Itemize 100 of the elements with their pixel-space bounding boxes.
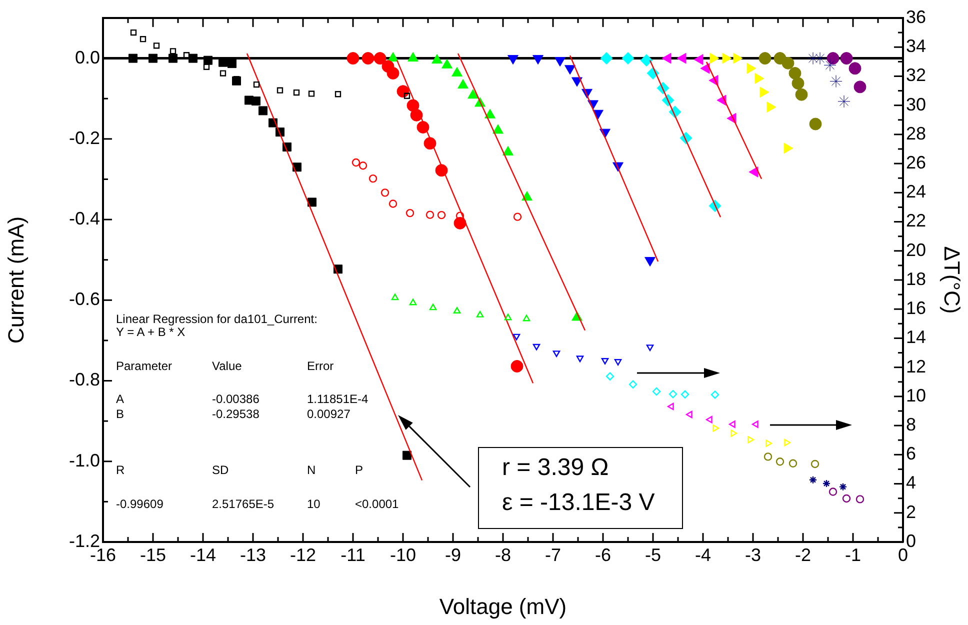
point (220, 70, 226, 76)
point (828, 488, 838, 496)
point (814, 52, 826, 65)
point (140, 36, 146, 42)
point (824, 58, 836, 72)
point (352, 158, 360, 167)
point (808, 476, 818, 484)
point (293, 89, 300, 96)
point (792, 77, 804, 90)
point (252, 96, 260, 106)
y-tick-label: -0.6 (68, 289, 100, 310)
point (453, 307, 461, 314)
point (758, 52, 772, 65)
point (752, 420, 758, 428)
y2-tick-label: 24 (906, 182, 926, 202)
annotation: 0.00927 (307, 407, 350, 421)
x-tick-label: -2 (794, 544, 812, 565)
point (522, 314, 530, 322)
point (652, 387, 661, 396)
point (130, 29, 137, 36)
point (368, 174, 378, 183)
point (788, 66, 802, 80)
annotation: Value (212, 359, 242, 373)
point (476, 310, 484, 318)
point (258, 106, 268, 116)
point (754, 73, 764, 84)
point (188, 54, 198, 63)
y2-tick-label: 12 (906, 356, 926, 376)
point (410, 108, 423, 122)
x-tick-label: -10 (390, 544, 416, 565)
annotation: -0.00386 (212, 392, 260, 406)
point (614, 359, 622, 366)
annotation: SD (212, 463, 229, 477)
point (809, 118, 822, 130)
point (468, 89, 478, 99)
point (510, 360, 524, 373)
y-tick-label: -0.2 (68, 128, 100, 148)
point (426, 210, 434, 219)
point (386, 66, 400, 80)
x-tick-label: -5 (644, 544, 662, 565)
point (746, 62, 756, 74)
y2-tick-label: 20 (906, 240, 926, 260)
annotation: R (116, 463, 125, 477)
annotation: <0.0001 (355, 497, 399, 511)
point (601, 358, 609, 364)
y2-tick-label: 6 (906, 444, 916, 464)
point (148, 54, 158, 63)
point (760, 86, 770, 98)
point (346, 52, 360, 65)
point (840, 52, 853, 65)
y-axis-title: Current (mA) (3, 216, 28, 344)
x-tick-label: -9 (444, 544, 462, 565)
y-tick-label: -0.8 (68, 370, 100, 390)
annotation: Parameter (116, 359, 172, 373)
point (437, 210, 446, 220)
point (388, 200, 398, 208)
y-tick-label: 0.0 (74, 47, 100, 68)
x-axis-title: Voltage (mV) (439, 594, 567, 619)
point (532, 344, 540, 350)
point (644, 257, 656, 266)
annotation: A (116, 392, 124, 406)
point (380, 188, 390, 197)
point (856, 495, 864, 504)
point (334, 91, 342, 98)
y2-tick-label: 16 (906, 298, 926, 318)
annotation: N (307, 463, 316, 477)
annotation: 2.51765E-5 (212, 497, 274, 511)
point (153, 42, 160, 49)
annotation: 10 (307, 497, 320, 511)
point (204, 56, 212, 65)
point (435, 164, 448, 177)
point (640, 54, 653, 67)
point (504, 314, 512, 320)
x-tick-label: -3 (744, 544, 762, 565)
x-tick-label: -8 (494, 544, 512, 565)
y2-tick-label: 34 (906, 36, 926, 56)
point (228, 59, 236, 68)
point (308, 90, 315, 97)
point (424, 137, 436, 150)
point (810, 460, 820, 468)
point (362, 52, 374, 65)
y2-tick-label: 14 (906, 327, 926, 348)
y2-tick-label: 36 (906, 6, 926, 27)
point (429, 304, 437, 310)
point (606, 372, 614, 380)
y2-tick-label: 10 (906, 385, 926, 406)
annotation: Error (307, 359, 334, 373)
point (748, 436, 754, 444)
point (838, 95, 850, 108)
y2-tick-label: 26 (906, 152, 926, 173)
point (706, 416, 712, 424)
annotation: r = 3.39 Ω (502, 454, 609, 482)
point (680, 390, 690, 399)
point (492, 124, 504, 134)
point (358, 161, 368, 170)
point (776, 458, 784, 466)
annotation: -0.99609 (116, 497, 164, 511)
point (854, 80, 866, 94)
point (408, 52, 418, 62)
x-tick-label: -14 (190, 544, 216, 565)
